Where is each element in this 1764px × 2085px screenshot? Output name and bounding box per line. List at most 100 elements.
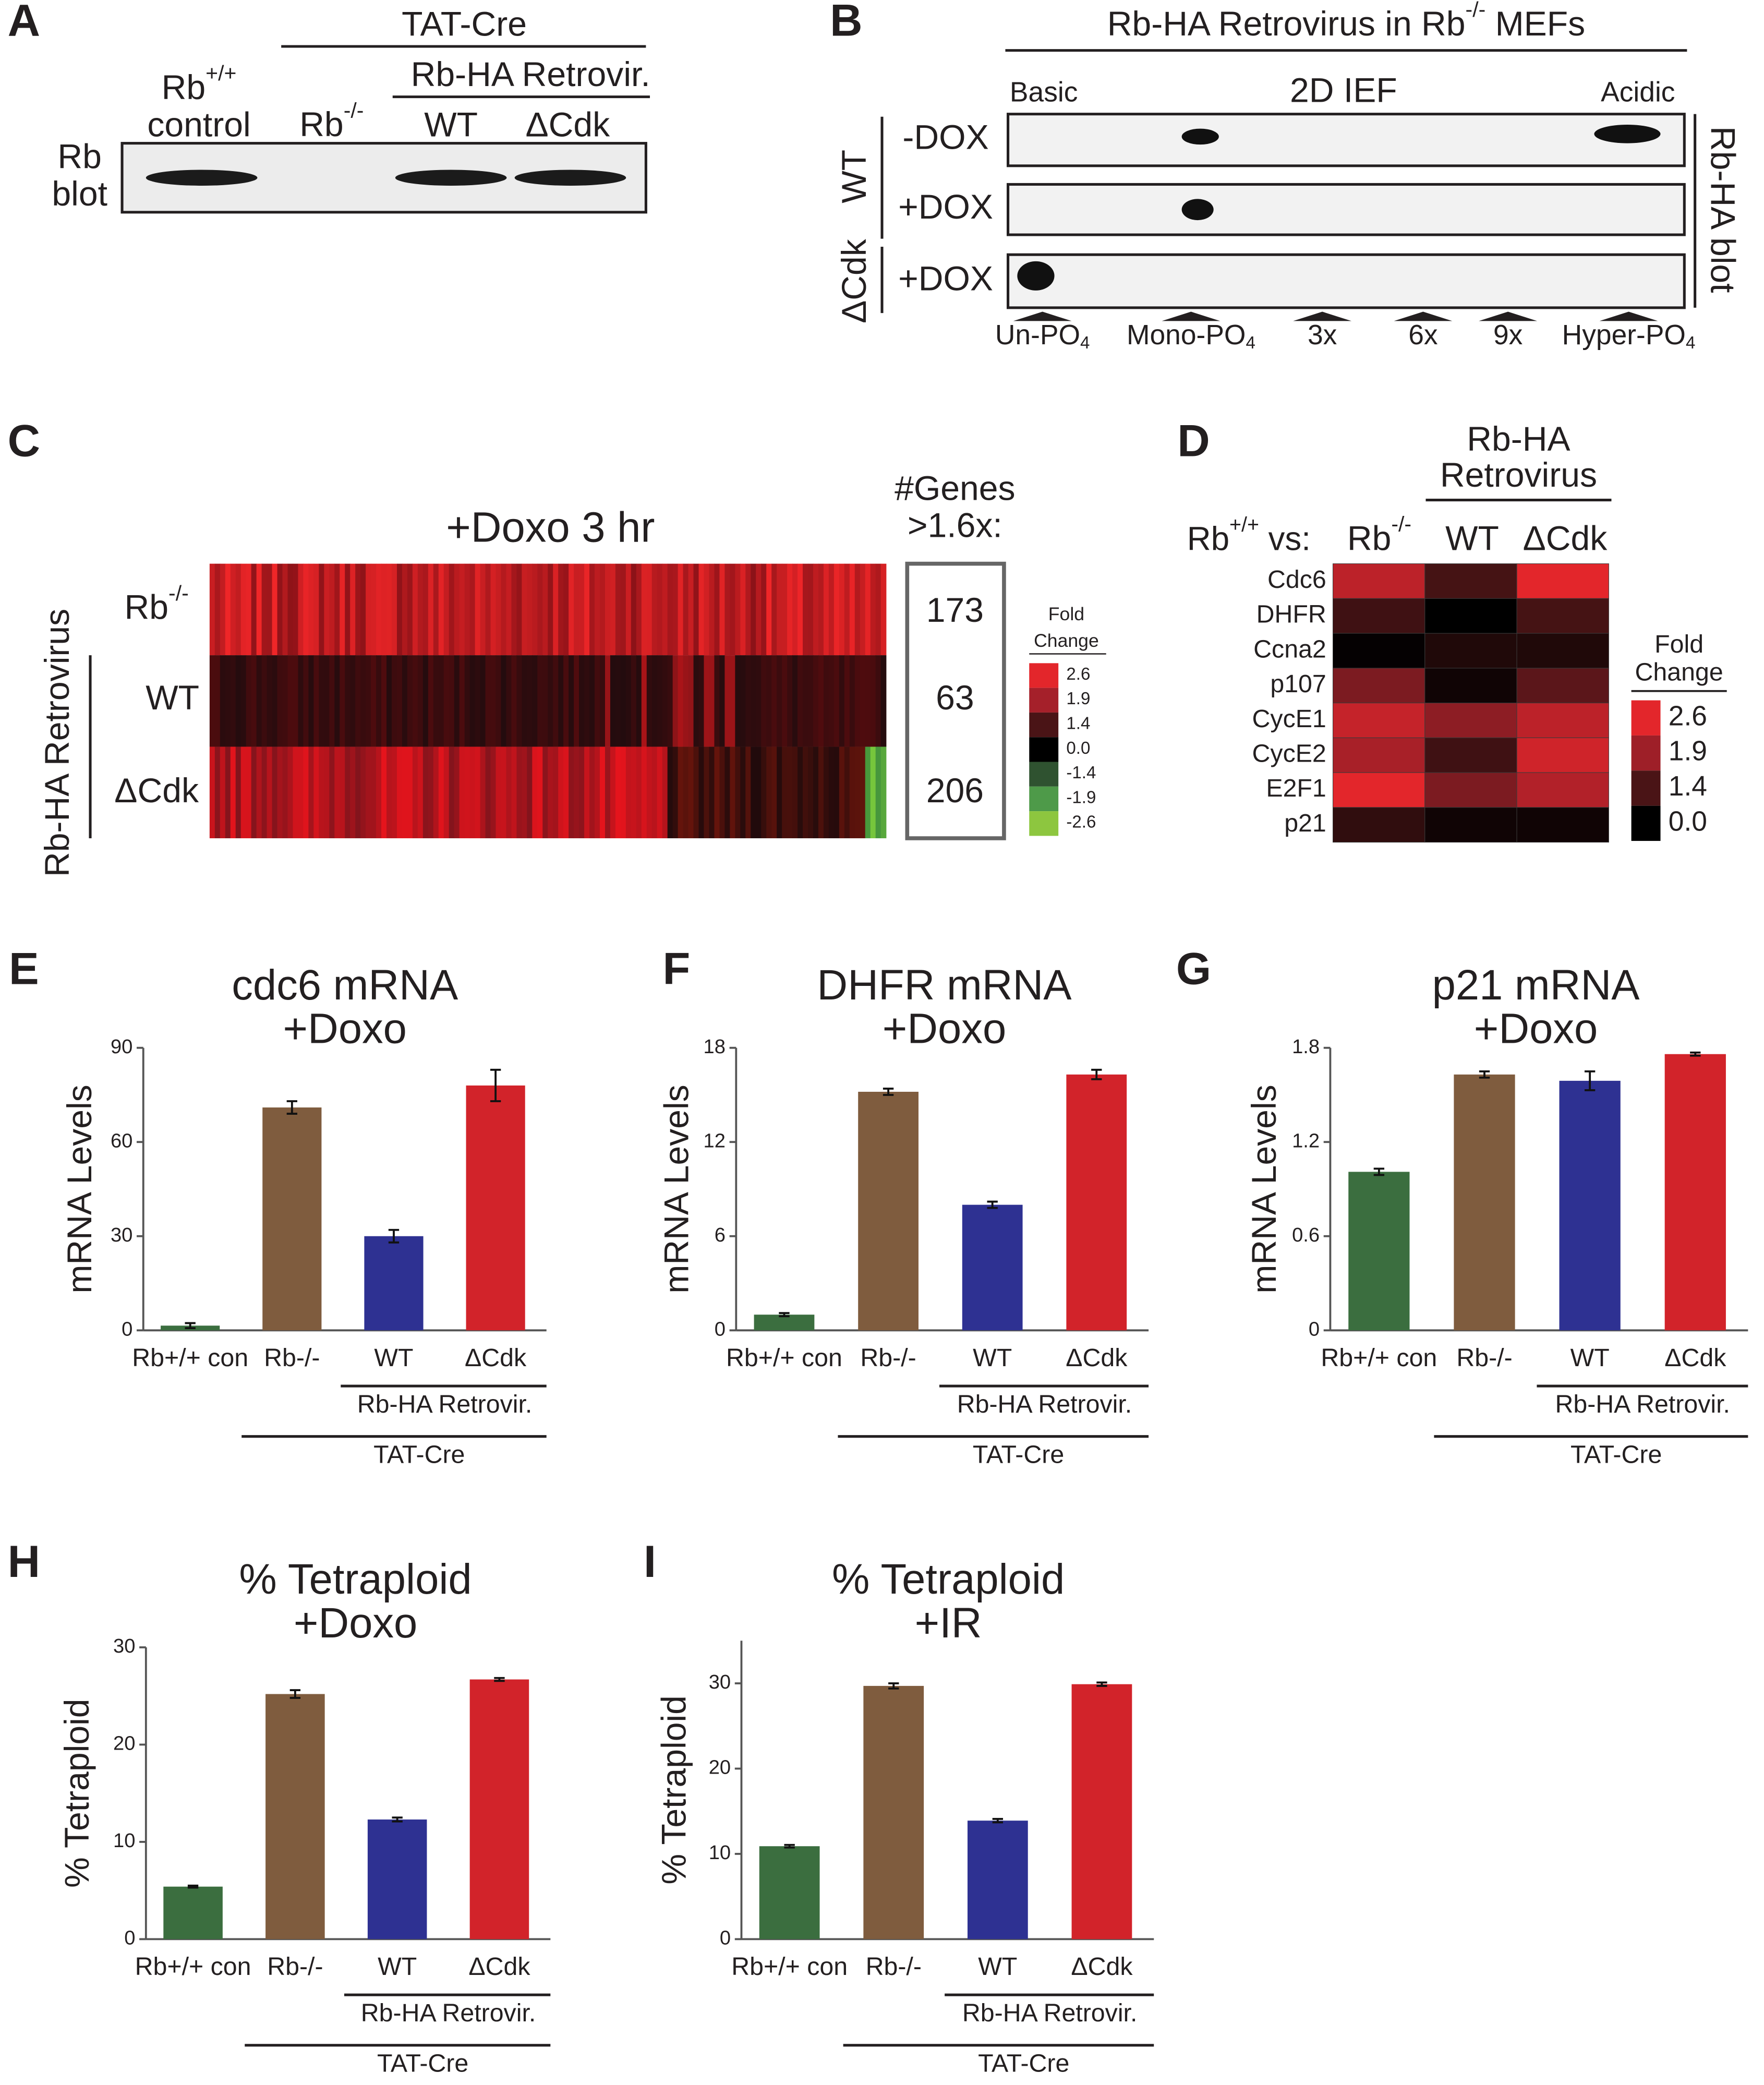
heatmap-cell <box>1333 737 1425 773</box>
text-part: Rb <box>125 588 169 627</box>
y-axis-label: % Tetraploid <box>58 1698 96 1888</box>
heatmap-stripe <box>771 563 777 656</box>
error-bar-line <box>888 1682 899 1690</box>
bar <box>1559 1080 1621 1331</box>
heatmap-stripe <box>340 563 345 656</box>
superscript: -/- <box>1466 0 1486 21</box>
text-part: 6x <box>1408 320 1438 351</box>
heatmap-stripe <box>475 655 481 747</box>
heatmap-stripe <box>880 746 887 838</box>
x-tick-label: Rb-/- <box>1456 1344 1512 1372</box>
heatmap-stripe <box>631 563 637 656</box>
panel-letter: A <box>8 0 40 46</box>
heatmap-stripe <box>391 655 397 747</box>
row-label: DHFR <box>1256 600 1326 629</box>
heatmap-stripe <box>844 746 850 838</box>
heatmap-stripe <box>875 746 881 838</box>
heatmap-stripe <box>267 563 273 656</box>
text-part: ΔCdk <box>1523 520 1608 558</box>
heatmap-stripe <box>272 563 278 656</box>
legend-label: 1.4 <box>1066 714 1090 733</box>
column-label: Rb-/- <box>1347 512 1411 558</box>
heatmap-stripe <box>345 563 351 656</box>
legend-swatch <box>1631 700 1661 736</box>
heatmap-stripe <box>303 746 309 838</box>
error-bar <box>987 1200 998 1209</box>
heatmap-stripe <box>579 655 585 747</box>
heatmap-stripe <box>823 563 829 656</box>
row-label: Ccna2 <box>1253 635 1326 663</box>
heatmap-stripe <box>719 563 726 656</box>
heatmap-stripe <box>391 563 397 656</box>
heatmap-cell <box>1333 772 1425 808</box>
y-tick-label: 6 <box>715 1224 726 1246</box>
heatmap-stripe <box>803 746 808 838</box>
heatmap-stripe <box>319 655 325 747</box>
heatmap-stripe <box>537 655 543 747</box>
heatmap-stripe <box>704 563 710 656</box>
heatmap-stripe <box>345 746 351 838</box>
group-label: Rb-HA Retrovir. <box>361 1999 536 2027</box>
heatmap-cell <box>1516 598 1609 634</box>
bar <box>754 1315 815 1331</box>
y-tick-label: 10 <box>709 1841 731 1864</box>
group-label: TAT-Cre <box>978 2050 1069 2078</box>
heatmap-stripe <box>235 655 241 747</box>
position-label: Mono-PO4 <box>1127 320 1255 353</box>
bar <box>962 1204 1023 1331</box>
x-tick-label: ΔCdk <box>465 1344 527 1372</box>
heatmap-stripe <box>678 746 684 838</box>
bar <box>858 1091 919 1331</box>
heatmap-stripe <box>360 563 366 656</box>
legend-title: Change <box>1034 630 1099 651</box>
heatmap-stripe <box>818 655 824 747</box>
y-tick-label: 18 <box>704 1035 726 1058</box>
heatmap-stripe <box>569 746 574 838</box>
column-label: control <box>147 106 250 144</box>
heatmap-stripe <box>620 563 626 656</box>
position-marker <box>1599 311 1658 321</box>
y-tick-label: 0 <box>1309 1318 1320 1340</box>
y-tick-label: 20 <box>709 1756 731 1779</box>
heatmap-stripe <box>251 746 257 838</box>
heatmap-stripe <box>443 655 450 747</box>
heatmap-stripe <box>693 746 699 838</box>
heatmap-stripe <box>240 563 247 656</box>
heatmap-stripe <box>698 655 705 747</box>
heatmap-stripe <box>641 746 647 838</box>
legend-label: -2.6 <box>1066 813 1096 832</box>
text-part: Un-PO <box>995 320 1080 351</box>
heatmap-stripe <box>558 746 564 838</box>
heatmap-stripe <box>376 563 382 656</box>
position-label: Un-PO4 <box>995 320 1090 353</box>
y-axis-label: % Tetraploid <box>655 1695 693 1885</box>
heatmap-cell <box>1424 807 1517 843</box>
heatmap-stripe <box>511 563 517 656</box>
heatmap-stripe <box>490 746 497 838</box>
heatmap-stripe <box>329 746 335 838</box>
column-label: ΔCdk <box>526 106 611 144</box>
heatmap-stripe <box>443 563 450 656</box>
legend-swatch <box>1029 712 1059 738</box>
heatmap-cell <box>1424 703 1517 738</box>
heatmap-stripe <box>532 655 538 747</box>
position-label: 3x <box>1308 320 1337 351</box>
error-bar <box>992 1818 1004 1824</box>
x-tick-label: Rb+/+ con <box>1321 1344 1437 1372</box>
heatmap-stripe <box>704 746 710 838</box>
heatmap-cell <box>1424 633 1517 669</box>
y-tick-label: 0 <box>122 1318 132 1340</box>
heatmap-cell <box>1424 668 1517 704</box>
heatmap-stripe <box>839 746 845 838</box>
x-tick-label: Rb+/+ con <box>731 1953 848 1981</box>
heatmap-stripe <box>651 655 658 747</box>
error-bar-line <box>185 1322 196 1329</box>
heatmap-stripe <box>407 655 413 747</box>
heatmap-stripe <box>449 746 455 838</box>
heatmap-stripe <box>417 746 424 838</box>
heatmap-cell <box>1516 703 1609 738</box>
legend-label: 1.4 <box>1669 771 1707 802</box>
heatmap-stripe <box>860 563 866 656</box>
heatmap-stripe <box>761 563 767 656</box>
heatmap-stripe <box>402 563 408 656</box>
